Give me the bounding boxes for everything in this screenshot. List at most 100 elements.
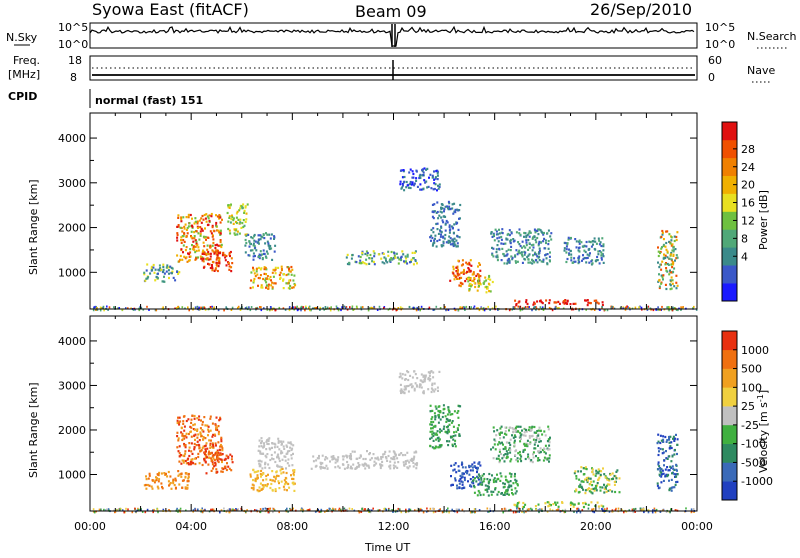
velocity-cell bbox=[404, 387, 407, 390]
velocity-cell bbox=[578, 485, 581, 488]
power-cell bbox=[251, 237, 254, 240]
power-cell bbox=[428, 176, 430, 179]
power-cell bbox=[205, 220, 208, 223]
velocity-cell bbox=[532, 451, 535, 454]
velocity-cell bbox=[662, 435, 665, 438]
velocity-cell bbox=[194, 433, 197, 436]
power-cell bbox=[577, 256, 580, 259]
velocity-cell bbox=[177, 470, 180, 473]
power-cell bbox=[570, 256, 573, 259]
velocity-cell bbox=[155, 476, 157, 479]
power-cell bbox=[383, 307, 385, 309]
power-cell bbox=[486, 287, 489, 290]
velocity-cell bbox=[667, 473, 670, 476]
power-cell bbox=[209, 244, 212, 247]
power-cell bbox=[497, 240, 500, 243]
velocity-cell bbox=[281, 458, 284, 461]
power-cell bbox=[261, 257, 264, 260]
power-cell bbox=[496, 259, 499, 262]
power-cell bbox=[176, 232, 179, 235]
velocity-cell bbox=[660, 475, 663, 478]
velocity-cell bbox=[604, 475, 607, 478]
power-cell bbox=[125, 307, 127, 310]
velocity-cell bbox=[585, 476, 588, 480]
power-cell bbox=[267, 283, 270, 286]
power-cell bbox=[400, 187, 403, 190]
velocity-cell bbox=[187, 457, 190, 460]
power-cell bbox=[489, 290, 492, 293]
velocity-cell bbox=[320, 463, 323, 466]
velocity-cell bbox=[514, 472, 516, 476]
power-cell bbox=[531, 249, 534, 252]
power-cell bbox=[210, 212, 213, 216]
velocity-cell bbox=[210, 459, 213, 462]
velocity-cell bbox=[468, 464, 470, 467]
velocity-cell bbox=[324, 456, 327, 459]
power-cell bbox=[426, 186, 429, 189]
velocity-cell bbox=[262, 452, 265, 455]
velocity-cell bbox=[207, 430, 210, 433]
power-cell bbox=[411, 181, 414, 184]
power-cell bbox=[277, 266, 280, 269]
power-cell bbox=[236, 230, 239, 233]
velocity-cell bbox=[177, 450, 180, 453]
power-cell bbox=[192, 240, 195, 243]
freq-tick-bottom: 8 bbox=[70, 71, 77, 84]
velocity-cell bbox=[461, 508, 464, 511]
velocity-cell bbox=[535, 455, 537, 458]
power-cell bbox=[387, 254, 390, 257]
velocity-cell bbox=[505, 441, 508, 444]
velocity-cell bbox=[494, 487, 497, 490]
power-cell bbox=[431, 174, 434, 177]
power-cell bbox=[304, 309, 306, 312]
power-cell bbox=[491, 235, 494, 238]
power-cell bbox=[525, 299, 528, 302]
power-cell bbox=[183, 225, 186, 228]
velocity-cell bbox=[513, 444, 516, 447]
power-cell bbox=[177, 272, 180, 275]
power-cell bbox=[183, 255, 186, 258]
velocity-cell bbox=[447, 425, 449, 428]
power-panel-frame bbox=[89, 112, 698, 310]
velocity-colorbar-swatch bbox=[722, 424, 737, 444]
power-cell bbox=[503, 262, 506, 265]
velocity-cell bbox=[213, 433, 216, 436]
power-cell bbox=[468, 276, 471, 279]
velocity-cell bbox=[580, 466, 583, 469]
power-cell bbox=[611, 305, 613, 308]
power-cell bbox=[138, 307, 141, 310]
power-cell bbox=[162, 270, 165, 273]
velocity-cell bbox=[527, 508, 529, 511]
power-cell bbox=[487, 277, 490, 280]
velocity-cell bbox=[473, 484, 475, 488]
power-cell bbox=[282, 287, 285, 290]
velocity-cell bbox=[230, 469, 233, 472]
velocity-cell bbox=[514, 426, 517, 430]
velocity-cell bbox=[334, 458, 337, 461]
velocity-cell bbox=[220, 458, 223, 461]
velocity-cell bbox=[634, 507, 637, 510]
power-cell bbox=[262, 249, 265, 252]
velocity-cell bbox=[658, 450, 660, 453]
velocity-cell bbox=[290, 443, 293, 446]
velocity-cell bbox=[321, 454, 324, 457]
velocity-cell bbox=[446, 440, 448, 443]
velocity-cell bbox=[575, 475, 578, 478]
power-cell bbox=[578, 309, 580, 312]
power-cell bbox=[471, 273, 474, 276]
power-cell bbox=[585, 308, 587, 311]
velocity-cell bbox=[448, 440, 451, 443]
power-cell bbox=[272, 268, 275, 271]
velocity-cell bbox=[519, 436, 522, 439]
power-cell bbox=[517, 241, 520, 244]
velocity-cell bbox=[605, 490, 608, 493]
power-cell bbox=[519, 252, 522, 255]
velocity-cell bbox=[201, 511, 204, 514]
velocity-cell bbox=[274, 460, 277, 464]
power-cell bbox=[158, 264, 161, 267]
velocity-cell bbox=[258, 462, 261, 465]
power-cell bbox=[445, 219, 448, 223]
velocity-cell bbox=[575, 477, 578, 480]
velocity-cell bbox=[373, 460, 376, 463]
velocity-cell bbox=[430, 427, 432, 430]
